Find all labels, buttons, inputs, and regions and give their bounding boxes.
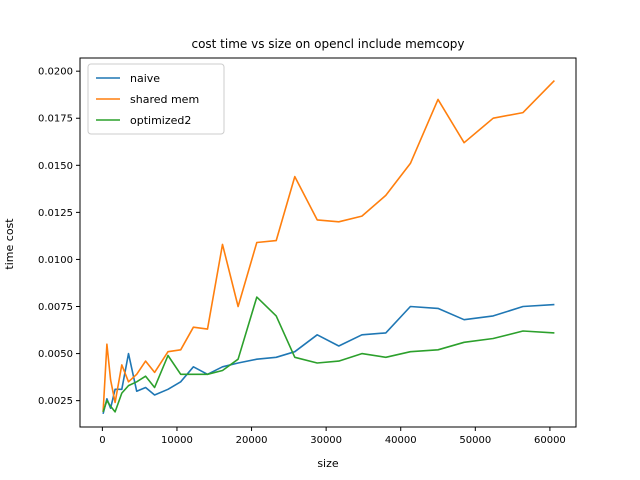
y-tick-label: 0.0075 — [38, 302, 73, 313]
legend-box — [87, 63, 225, 135]
x-tick-label: 40000 — [385, 435, 417, 446]
y-tick-label: 0.0125 — [38, 208, 73, 219]
y-tick-label: 0.0200 — [38, 67, 73, 78]
x-tick-label: 60000 — [534, 435, 566, 446]
plot-area — [102, 80, 555, 414]
y-axis-label: time cost — [3, 218, 16, 270]
x-tick-label: 20000 — [236, 435, 268, 446]
legend-label: naive — [130, 72, 160, 85]
legend: naive shared mem optimized2 — [87, 63, 225, 135]
series-line-shared-mem — [102, 80, 555, 412]
legend-label: optimized2 — [130, 114, 191, 127]
x-axis-label: size — [317, 457, 339, 470]
x-tick-label: 0 — [99, 435, 105, 446]
series-line-optimized2 — [102, 296, 555, 413]
axes-frame — [79, 57, 577, 428]
y-tick-label: 0.0150 — [38, 161, 73, 172]
x-axis: 0 10000 20000 30000 40000 50000 60000 — [99, 427, 566, 446]
x-tick-label: 30000 — [310, 435, 342, 446]
chart-title: cost time vs size on opencl include memc… — [191, 37, 464, 51]
x-tick-label: 50000 — [459, 435, 491, 446]
legend-label: shared mem — [130, 93, 199, 106]
y-axis: 0.0025 0.0050 0.0075 0.0100 0.0125 0.0150 0.01… — [38, 67, 80, 407]
y-tick-label: 0.0025 — [38, 396, 73, 407]
x-tick-label: 10000 — [161, 435, 193, 446]
y-tick-label: 0.0175 — [38, 114, 73, 125]
y-tick-label: 0.0100 — [38, 255, 73, 266]
y-tick-label: 0.0050 — [38, 349, 73, 360]
